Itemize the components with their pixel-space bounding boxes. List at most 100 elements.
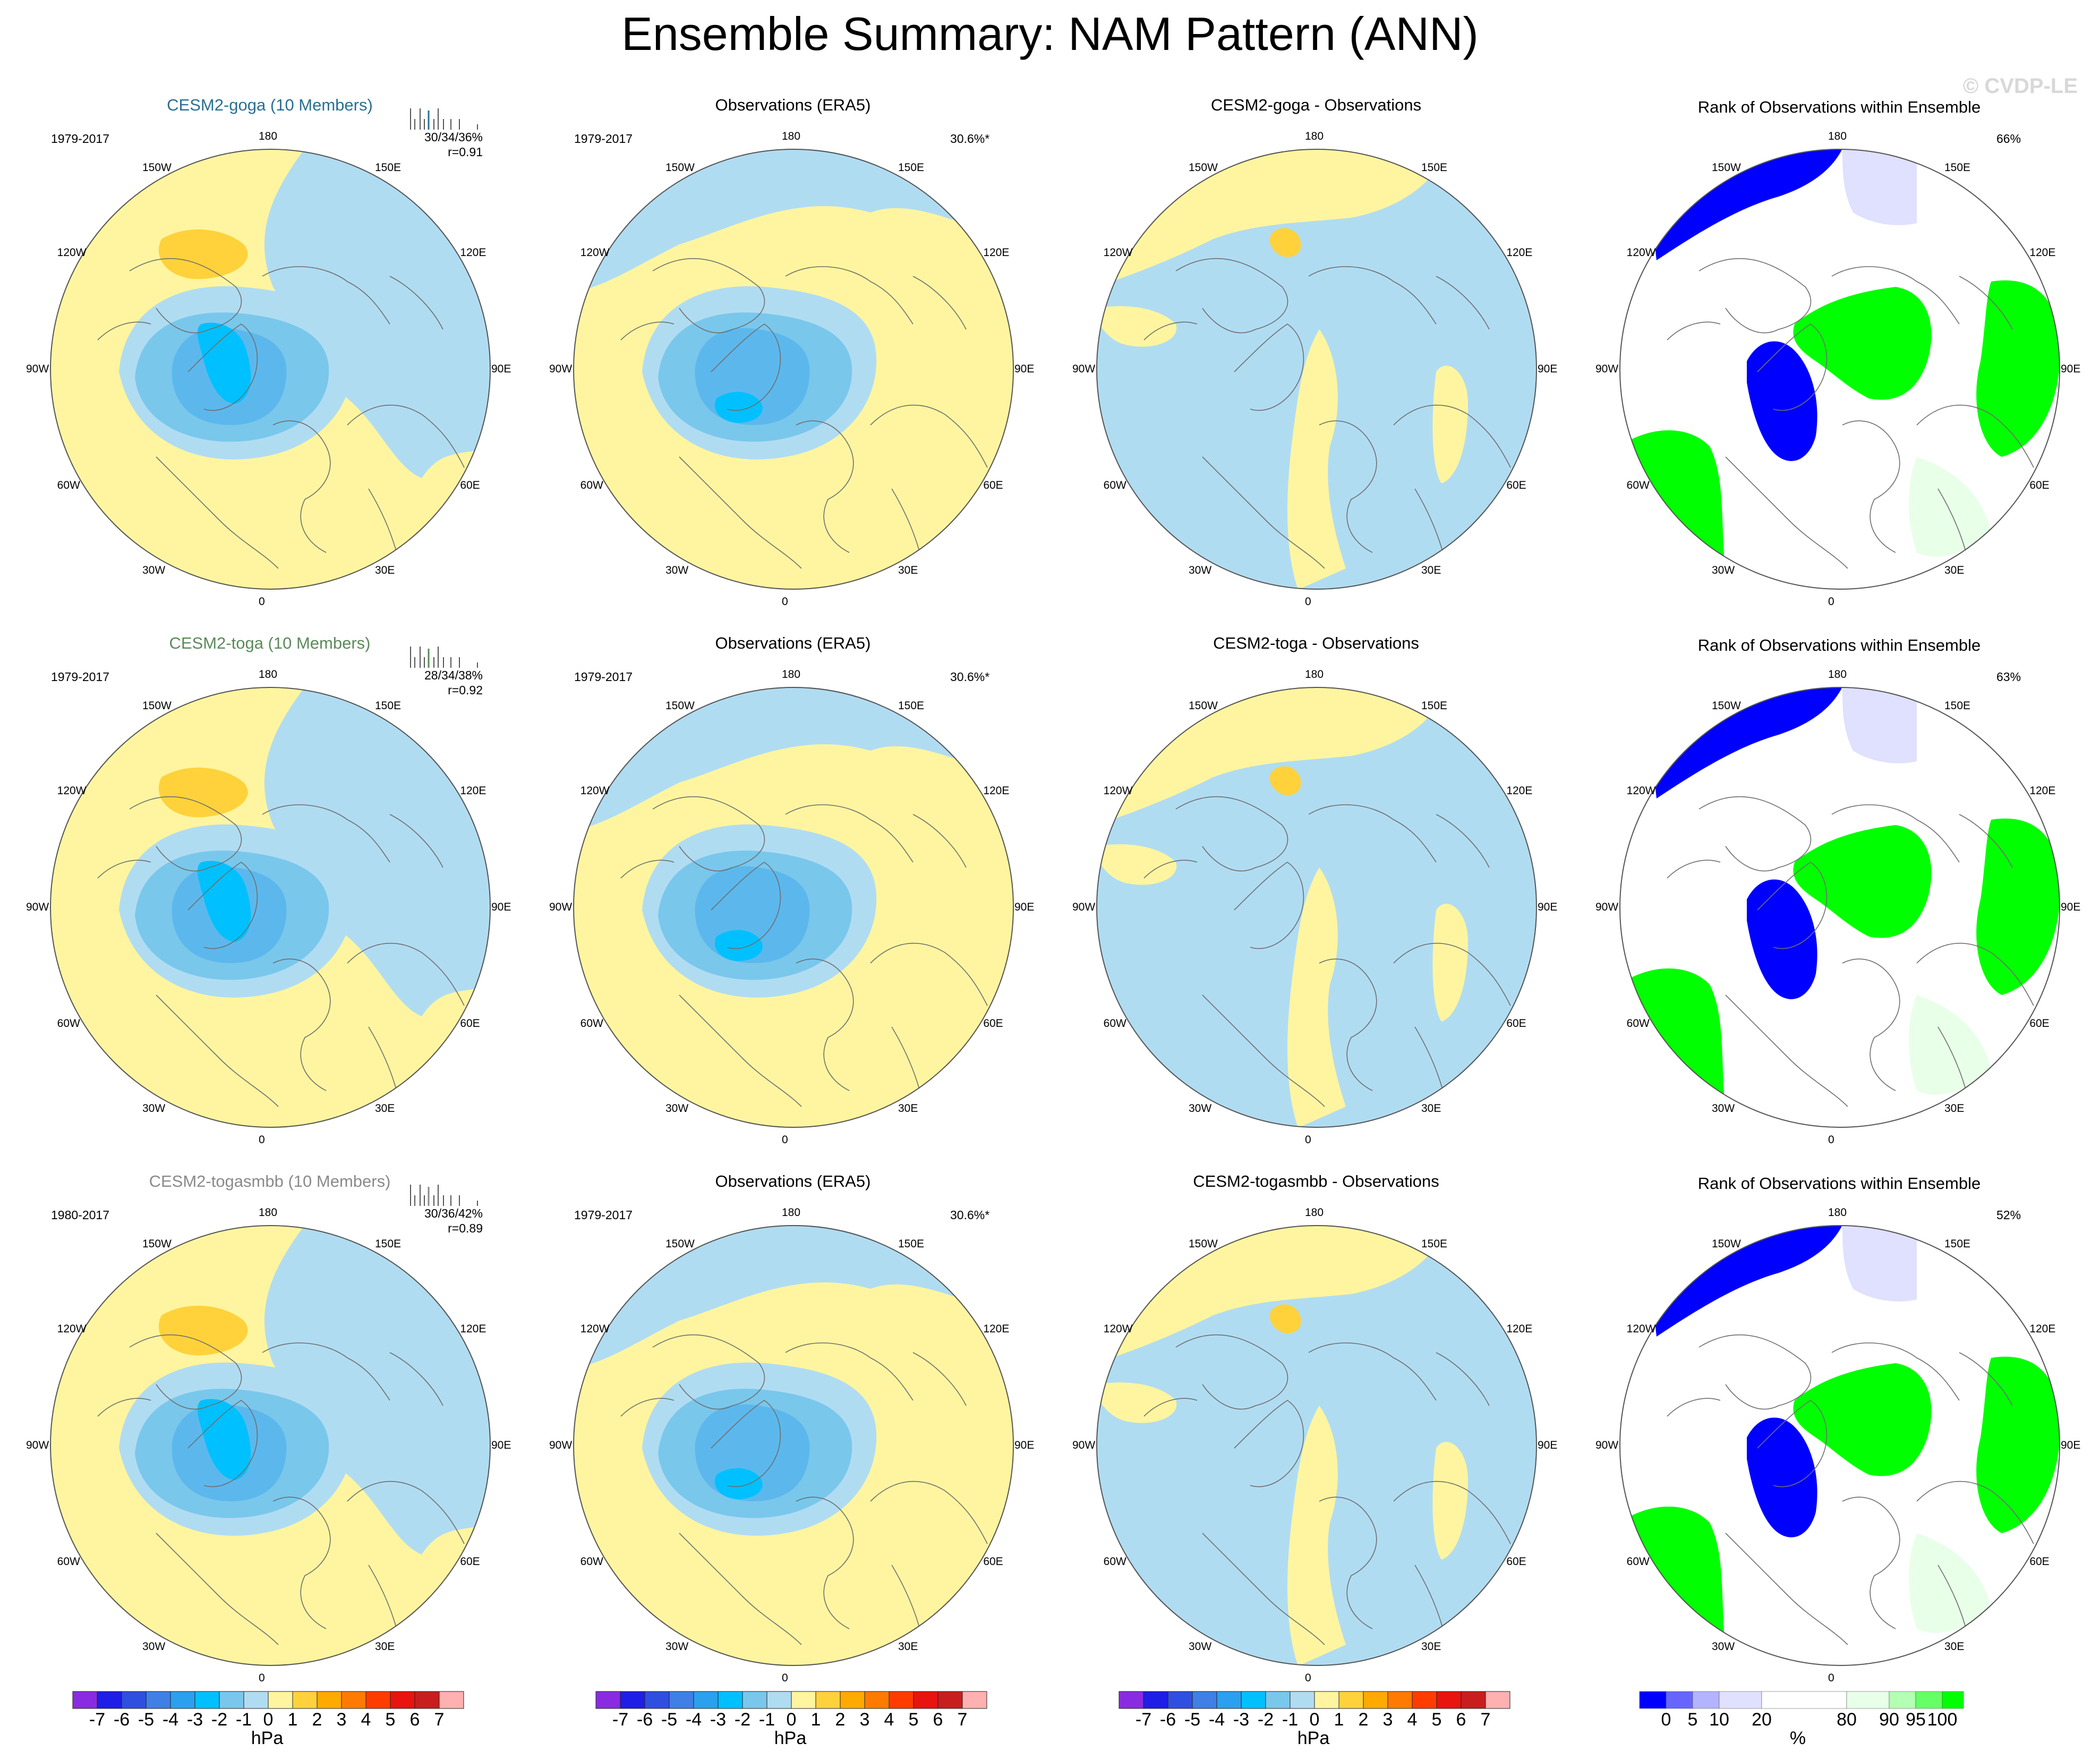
- map-boundary: [1096, 687, 1537, 1128]
- longitude-label: 180: [782, 668, 801, 681]
- colorbar-label: -3: [1233, 1710, 1250, 1730]
- longitude-label: 120E: [2029, 785, 2056, 797]
- colorbar-label: 4: [361, 1710, 371, 1730]
- colorbar-label: 2: [835, 1710, 846, 1730]
- rank-above-95pct-east: [1976, 1356, 2060, 1533]
- rank-above-95pct-eurasia: [1793, 287, 1932, 400]
- polar-map: [573, 149, 1014, 590]
- longitude-label: 0: [259, 596, 265, 608]
- negative-anomaly-core: [197, 322, 251, 404]
- colorbar-label: -7: [89, 1710, 106, 1730]
- positive-diff-core: [1269, 228, 1301, 257]
- time-period: 1979-2017: [51, 132, 109, 146]
- longitude-label: 60W: [1103, 479, 1126, 491]
- longitude-label: 60E: [2029, 1555, 2050, 1568]
- colorbar-swatch: [268, 1691, 293, 1709]
- map-boundary: [573, 687, 1014, 1128]
- colorbar-swatch: [1143, 1691, 1168, 1709]
- longitude-label: 180: [1305, 668, 1324, 681]
- hpa-colorbar: [1119, 1691, 1510, 1709]
- variance-range: 30/36/42%: [424, 1206, 483, 1220]
- rank-colorbar: [1639, 1691, 1964, 1709]
- longitude-label: 60W: [57, 1555, 80, 1568]
- colorbar-swatch: [365, 1691, 391, 1709]
- colorbar-swatch: [1942, 1691, 1964, 1709]
- positive-diff-west: [1096, 1382, 1177, 1423]
- panel-title: Rank of Observations within Ensemble: [1697, 1174, 1981, 1193]
- rank-below-5pct-arctic: [1747, 341, 1817, 461]
- panel-title: CESM2-toga - Observations: [1213, 634, 1419, 652]
- longitude-label: 120W: [1103, 1323, 1133, 1335]
- longitude-label: 120E: [2029, 1323, 2056, 1335]
- longitude-label: 60E: [2029, 1017, 2050, 1030]
- panel-title: CESM2-toga (10 Members): [169, 634, 371, 652]
- longitude-label: 0: [782, 1134, 788, 1146]
- longitude-label: 120W: [1103, 246, 1133, 259]
- colorbar-label: -2: [1257, 1710, 1274, 1730]
- member-spread-ticks: [410, 108, 478, 130]
- longitude-label: 60W: [57, 1017, 80, 1030]
- panel-title: Rank of Observations within Ensemble: [1697, 636, 1981, 654]
- rank-10-20pct-region: [1842, 687, 1917, 763]
- longitude-label: 150E: [898, 161, 925, 174]
- colorbar-swatch: [194, 1691, 220, 1709]
- colorbar-swatch: [937, 1691, 963, 1709]
- longitude-label: 90E: [1538, 901, 1558, 913]
- longitude-label: 0: [1828, 1134, 1834, 1146]
- positive-diff-east: [1432, 365, 1468, 483]
- colorbar-label: 7: [957, 1710, 968, 1730]
- colorbar-label: 6: [409, 1710, 420, 1730]
- watermark: © CVDP-LE: [1962, 74, 2078, 98]
- longitude-label: 30W: [665, 1102, 689, 1115]
- longitude-label: 120W: [1103, 785, 1133, 797]
- diff-panel: CESM2-goga - Observations 180 150W 150E 120W…: [1054, 96, 1578, 632]
- model-panel: CESM2-togasmbb (10 Members) 1980-2017 30/3…: [7, 1172, 532, 1708]
- rank-below-5pct-arctic: [1747, 1417, 1817, 1537]
- negative-region-outer: [264, 1225, 491, 1554]
- colorbar-label: 2: [1358, 1710, 1369, 1730]
- longitude-label: 0: [1828, 596, 1834, 608]
- colorbar-swatch: [243, 1691, 269, 1709]
- colorbar-label: 7: [1480, 1710, 1491, 1730]
- positive-anomaly-pacific: [158, 1305, 248, 1356]
- colorbar-swatch: [742, 1691, 767, 1709]
- colorbar-label: -6: [636, 1710, 653, 1730]
- longitude-label: 90E: [1538, 363, 1558, 375]
- colorbar-label: 5: [1431, 1710, 1442, 1730]
- longitude-label: 60W: [1103, 1555, 1126, 1568]
- colorbar-swatch: [718, 1691, 743, 1709]
- negative-anomaly-core: [197, 1399, 251, 1480]
- longitude-label: 120E: [983, 1323, 1010, 1335]
- time-period: 1979-2017: [574, 1208, 633, 1222]
- polar-map: [50, 687, 491, 1128]
- longitude-label: 90E: [491, 1439, 511, 1451]
- hpa-colorbar: [72, 1691, 464, 1709]
- rank-above-95pct-eurasia: [1793, 1363, 1932, 1476]
- colorbar-unit: hPa: [774, 1728, 807, 1748]
- rank-10-20pct-region: [1842, 1225, 1917, 1302]
- polar-map: [1619, 149, 2060, 590]
- longitude-label: 120E: [460, 246, 486, 259]
- colorbar-label: 0: [263, 1710, 274, 1730]
- diff-panel: CESM2-togasmbb - Observations 180 150W 150E…: [1054, 1172, 1578, 1708]
- colorbar-swatch: [1719, 1691, 1762, 1709]
- colorbar-label: -5: [661, 1710, 678, 1730]
- map-boundary: [1619, 687, 2060, 1128]
- longitude-label: 150W: [1189, 1237, 1218, 1250]
- colorbar-swatch: [962, 1691, 987, 1709]
- colorbar-swatch: [1314, 1691, 1339, 1709]
- colorbar-label: -7: [612, 1710, 629, 1730]
- longitude-label: 120W: [1626, 1323, 1656, 1335]
- rank-80-90pct-region: [1909, 995, 1991, 1095]
- longitude-label: 60W: [580, 1017, 603, 1030]
- longitude-label: 30E: [375, 1102, 395, 1115]
- colorbar-unit: hPa: [251, 1728, 284, 1748]
- colorbar-label: -6: [113, 1710, 130, 1730]
- colorbar-swatch: [1338, 1691, 1364, 1709]
- longitude-label: 120W: [57, 246, 87, 259]
- longitude-label: 120E: [460, 1323, 486, 1335]
- colorbar-label: 6: [1456, 1710, 1466, 1730]
- negative-anomaly-core: [197, 861, 251, 942]
- rank-above-95pct-eurasia: [1793, 825, 1932, 938]
- time-period: 1979-2017: [51, 670, 109, 684]
